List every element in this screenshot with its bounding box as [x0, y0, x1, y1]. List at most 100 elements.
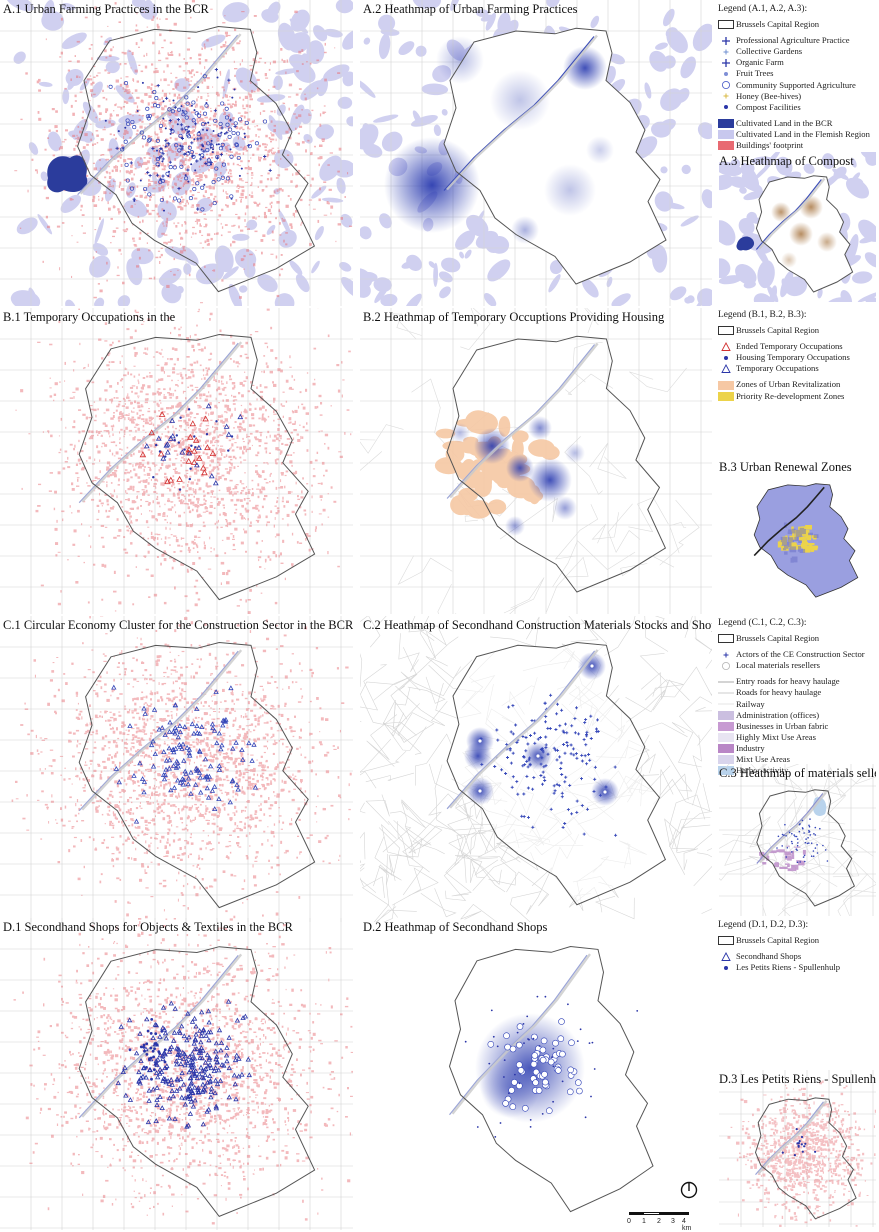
legend-label: Fruit Trees: [736, 68, 774, 79]
canal-line: [449, 954, 588, 1116]
legend-label: Administration (offices): [736, 709, 820, 720]
legend-item: Cultivated Land in the Flemish Region: [718, 129, 879, 140]
legend-label: Highly Mixt Use Areas: [736, 731, 816, 742]
legend-item: Cultivated Land in the BCR: [718, 118, 879, 129]
legend-label: Brussels Capital Region: [736, 935, 820, 946]
heat-spot: [789, 222, 813, 246]
buildings-footprint: [727, 1080, 876, 1227]
heat-spot: [563, 46, 607, 90]
legend-label: Buildings' footprint: [736, 140, 804, 151]
heat-spot: [817, 232, 837, 252]
region-boundary: [78, 333, 316, 601]
triangle-icon: [718, 951, 734, 962]
scale-bar-segment: [659, 1212, 689, 1215]
map-a2: A.2 Heathmap of Urban Farming Practices: [360, 0, 712, 306]
legend-c-heading: Legend (C.1, C.2, C.3):: [718, 618, 807, 628]
region-boundary: [77, 25, 316, 293]
legend-item: Brussels Capital Region: [718, 633, 879, 644]
scale-tick-1: 1: [642, 1218, 646, 1225]
triangle-icon: [718, 363, 734, 374]
circle-icon: [718, 80, 734, 90]
legend-label: Brussels Capital Region: [736, 325, 820, 336]
legend-item: Local materials resellers: [718, 660, 879, 671]
map-b2-canvas: [360, 308, 712, 614]
dot-icon: [718, 69, 734, 79]
legend-label: Honey (Bee-hives): [736, 90, 802, 101]
railway-band: [449, 342, 599, 499]
legend-d-heading: Legend (D.1, D.2, D.3):: [718, 920, 809, 930]
line-icon: [718, 677, 734, 687]
legend-item: Industry: [718, 743, 879, 754]
map-b2-title: B.2 Heathmap of Temporary Occuptions Pro…: [363, 310, 665, 324]
legend-d: Legend (D.1, D.2, D.3): Brussels Capital…: [718, 920, 879, 973]
legend-item: Mixt Use Areas: [718, 754, 879, 765]
legend-item: Brussels Capital Region: [718, 19, 879, 30]
legend-label: Harbor activity: [736, 765, 789, 776]
legend-label: Les Petits Riens - Spullenhulp: [736, 962, 841, 973]
fill-icon: [718, 141, 734, 151]
petits-riens-points: [781, 1128, 817, 1157]
map-a3-canvas: [719, 152, 876, 302]
scale-tick-2: 2: [657, 1218, 661, 1225]
buildings-footprint: [13, 918, 353, 1225]
map-b1-title: B.1 Temporary Occupations in the: [3, 310, 176, 324]
heat-spot: [505, 516, 525, 536]
heat-spot: [771, 202, 791, 222]
scale-bar-segment: [629, 1212, 644, 1215]
map-d3-title: D.3 Les Petits Riens - Spullenhulp: [719, 1072, 876, 1086]
heat-spot: [464, 742, 492, 770]
heat-spot: [528, 416, 552, 440]
map-c3-title: C.3 Heathmap of materials sellers: [719, 766, 876, 780]
buildings-footprint: [11, 616, 352, 921]
legend-item: Priority Re-development Zones: [718, 391, 879, 402]
heat-spot: [544, 164, 596, 216]
legend-label: Compost Facilities: [736, 101, 801, 112]
region-boundary: [446, 335, 667, 593]
outline-rect-icon: [718, 936, 734, 946]
legend-label: Mixt Use Areas: [736, 754, 790, 765]
region-boundary: [448, 945, 654, 1213]
legend-label: Organic Farm: [736, 57, 784, 68]
legend-item: Community Supported Agriculture: [718, 80, 879, 91]
revitalization-zones: [780, 522, 819, 563]
legend-label: Industry: [736, 742, 765, 753]
map-a3-title: A.3 Heathmap of Compost: [719, 154, 854, 168]
heat-spot: [506, 454, 534, 482]
fill-icon: [718, 129, 734, 139]
fill-icon: [718, 732, 734, 742]
legend-label: Community Supported Agriculture: [736, 79, 856, 90]
circle-icon: [718, 661, 734, 671]
occupation-points: [139, 402, 244, 491]
outline-rect-icon: [718, 20, 734, 30]
railway-band: [81, 649, 243, 811]
railway-band: [449, 649, 599, 809]
farming-points: [104, 68, 272, 212]
map-d2: D.2 Heathmap of Secondhand Shops: [360, 918, 712, 1230]
grid-lines: [719, 764, 876, 916]
ce-actor-points: [111, 684, 259, 824]
legend-item: Collective Gardens: [718, 46, 879, 57]
region-boundary: [78, 946, 316, 1218]
region-boundary: [78, 641, 316, 909]
region-boundary: [446, 641, 667, 906]
secondhand-shop-points: [115, 998, 252, 1129]
region-fill: [447, 642, 666, 905]
legend-item: Buildings' footprint: [718, 140, 879, 151]
scale-bar: 0 1 2 3 4 km: [626, 1205, 696, 1232]
legend-item: Brussels Capital Region: [718, 935, 879, 946]
legend-item: Ended Temporary Occupations: [718, 341, 879, 352]
legend-label: Ended Temporary Occupations: [736, 341, 843, 352]
legend-label: Railway: [736, 698, 765, 709]
scale-tick-3: 3: [671, 1218, 675, 1225]
legend-label: Businesses in Urban fabric: [736, 720, 829, 731]
fill-icon: [718, 710, 734, 720]
map-d1: D.1 Secondhand Shops for Objects & Texti…: [0, 918, 353, 1230]
grid-lines: [0, 918, 353, 1230]
railway-band: [81, 341, 243, 503]
dot-icon: [718, 353, 734, 363]
legend-item: Housing Temporary Occupations: [718, 352, 879, 363]
legend-d-rows: Brussels Capital Region Secondhand Shops L…: [718, 935, 879, 973]
legend-label: Actors of the CE Construction Sector: [736, 649, 865, 660]
map-a3: A.3 Heathmap of Compost: [719, 152, 876, 302]
map-c1-canvas: [0, 616, 353, 922]
